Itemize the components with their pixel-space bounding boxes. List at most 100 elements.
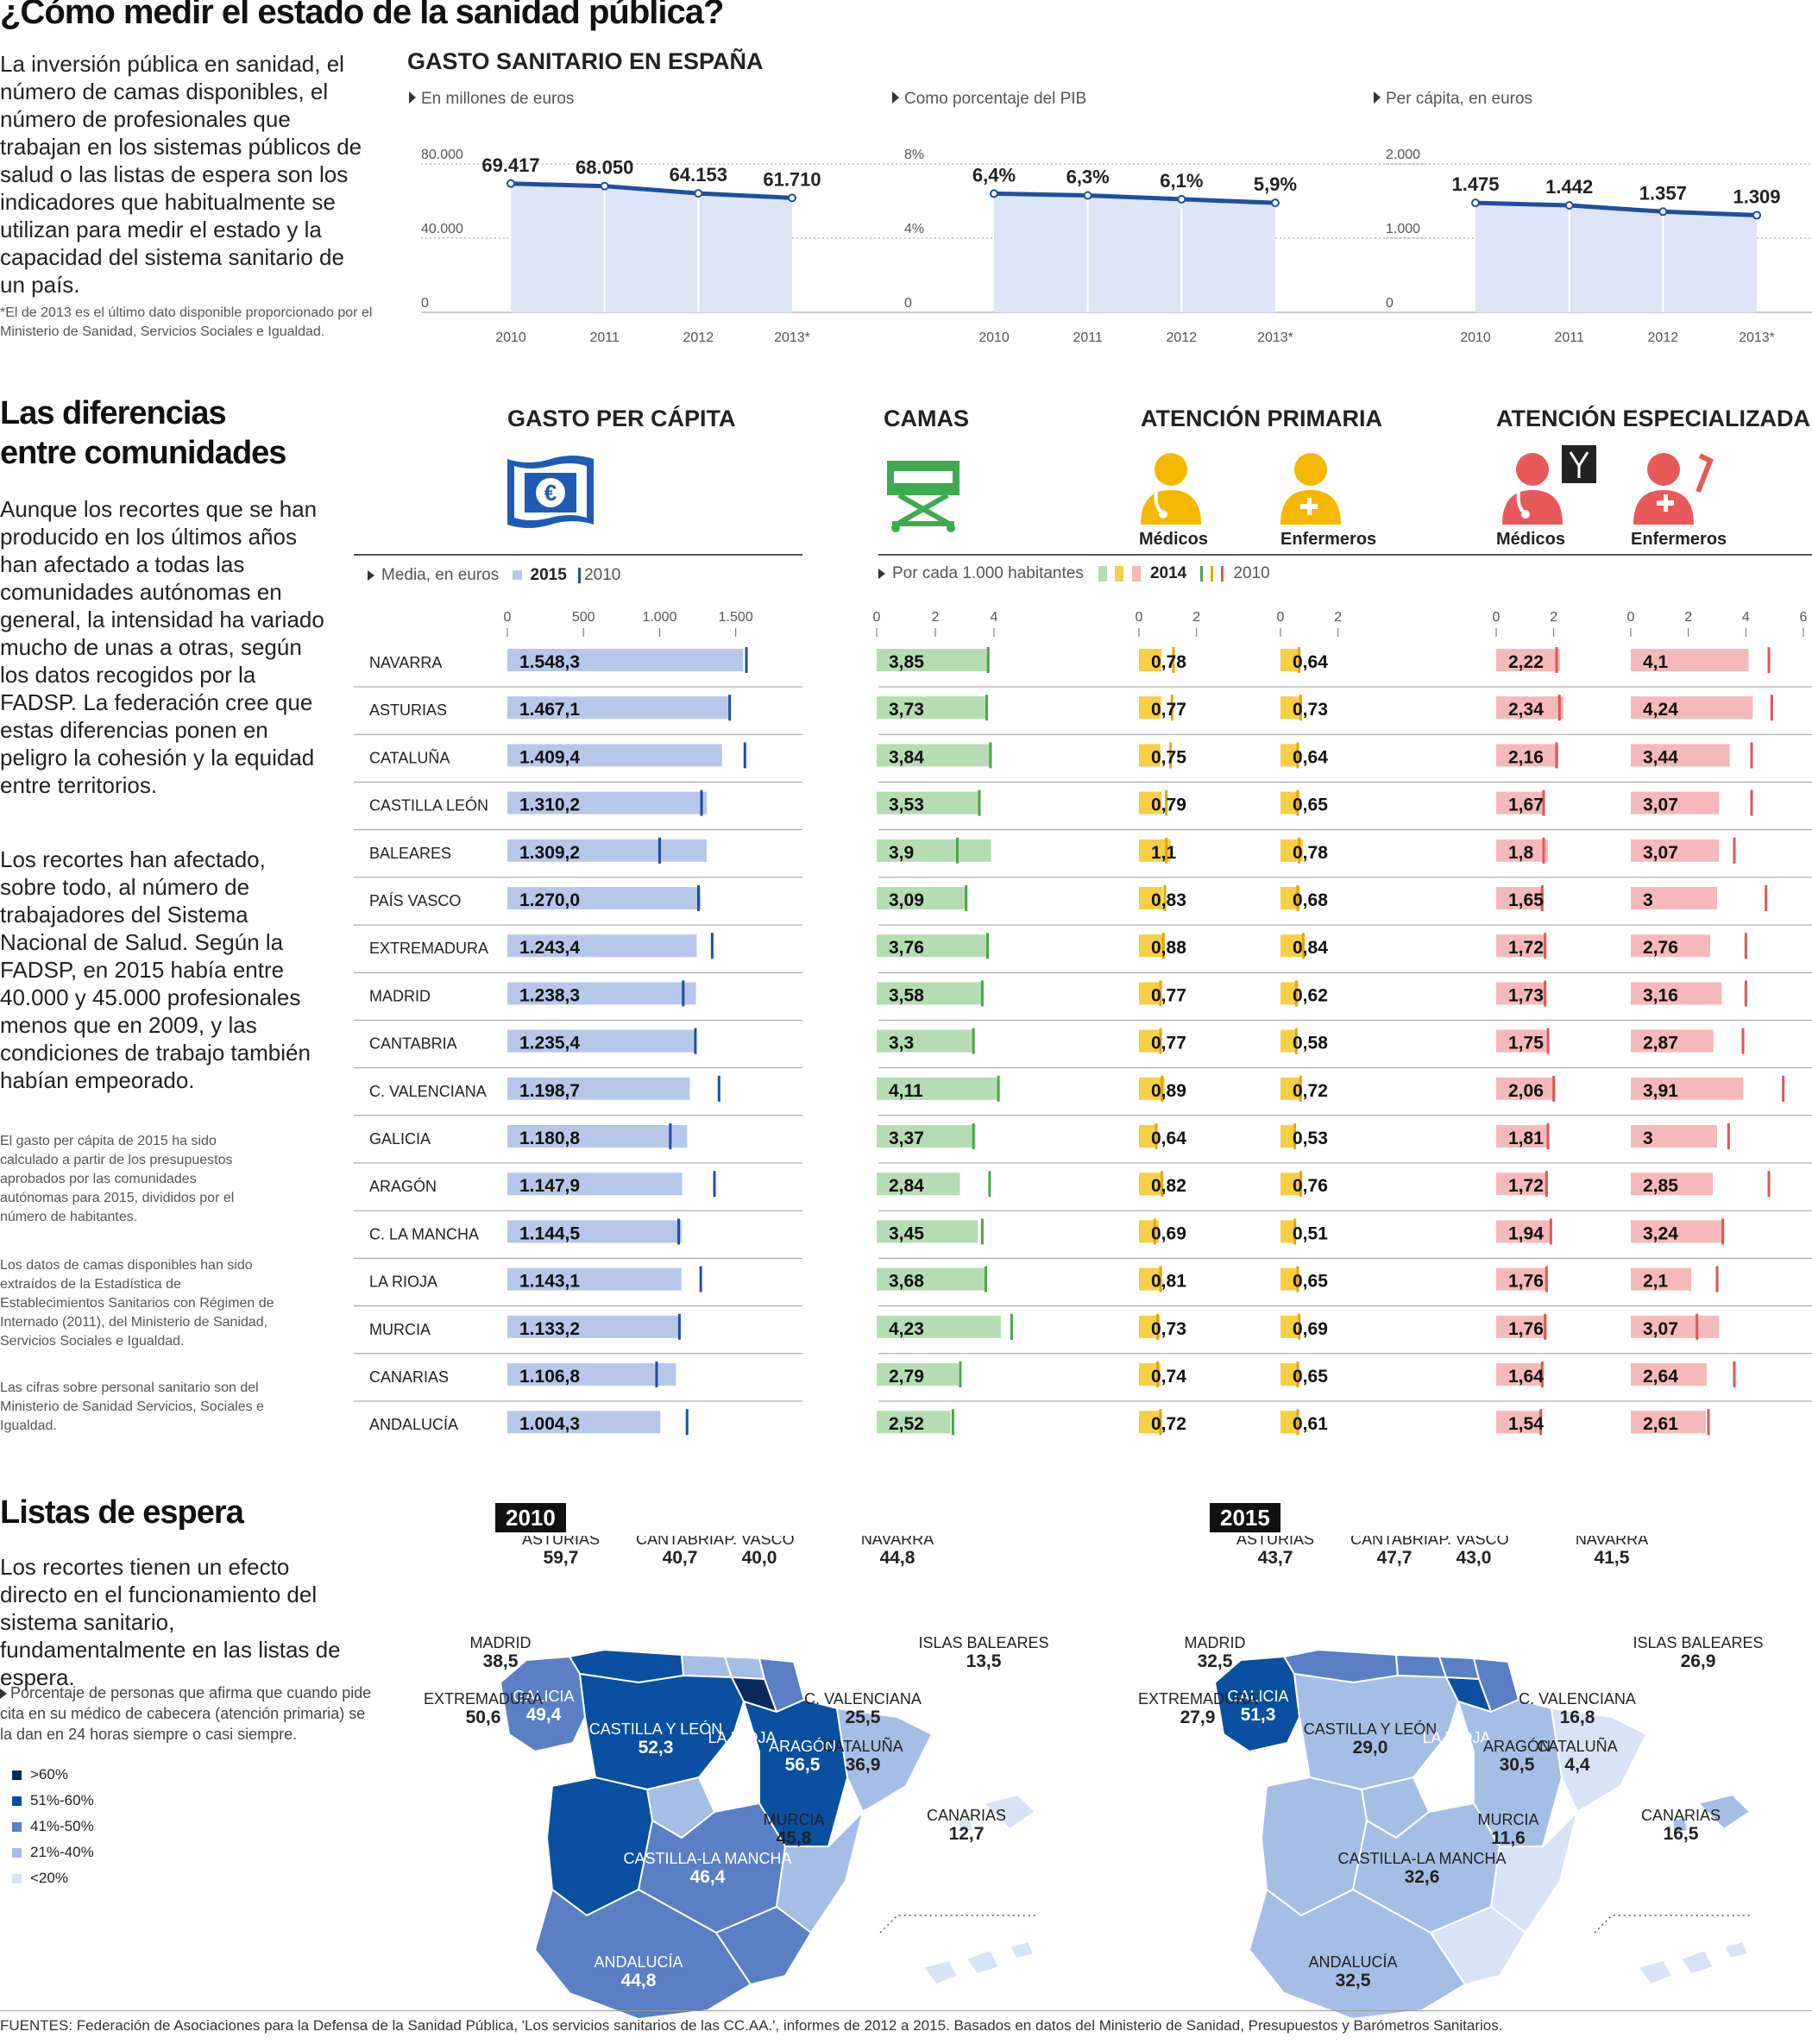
bar-2015	[507, 1125, 688, 1148]
bar-2014	[1280, 934, 1305, 958]
area-fill	[511, 183, 792, 312]
marker-2010	[677, 1313, 681, 1340]
marker-2010	[1540, 1362, 1544, 1387]
marker-2010	[1296, 885, 1299, 911]
data-point	[1564, 200, 1574, 210]
row-label: GALICIA	[369, 1130, 431, 1148]
bar-2014	[1139, 1173, 1163, 1196]
bar-2014	[1280, 1315, 1300, 1338]
bar-value-label: 1.409,4	[519, 747, 580, 767]
section3-title: Listas de espera	[0, 1494, 244, 1531]
map-legend: >60% 51%-60% 41%-50% 21%-40% <20%	[12, 1762, 94, 1891]
region-andaluc-a	[533, 1888, 752, 2019]
bar-2014	[877, 696, 986, 720]
map-legend-item: 21%-40%	[12, 1840, 94, 1865]
marker-2010	[1744, 933, 1747, 959]
marker-2010	[1159, 1028, 1162, 1054]
bar-value-label: 0,84	[1293, 938, 1328, 958]
bar-value-label: 1.143,1	[519, 1272, 580, 1292]
bar-2014	[1631, 649, 1749, 671]
legend-swatch	[12, 1796, 22, 1807]
map-region-value: 12,7	[949, 1824, 985, 1844]
col-camas-title: CAMAS	[884, 406, 969, 431]
bar-value-label: 0,75	[1151, 747, 1186, 767]
map-region-value: 30,5	[1500, 1755, 1535, 1775]
bar-value-label: 2,1	[1643, 1272, 1669, 1292]
marker-2010	[657, 837, 661, 864]
legend-swatch	[12, 1770, 22, 1781]
bar-2014	[877, 1267, 985, 1291]
marker-2010	[696, 885, 700, 911]
data-label: 6,4%	[972, 164, 1016, 186]
bar-chart-7: 0 2 2,22 2,34 2,16 1,67 1,8 1,65 1,72 1,73 1,75 2,0…	[1493, 610, 1563, 1436]
area-chart-3: Per cápita, en euros 0 1.000 2.000 1.475 2010…	[1374, 90, 1812, 345]
map-region-value: 32,5	[1336, 1971, 1371, 1991]
subtitle-arrow-icon	[1374, 91, 1381, 104]
bar-2014	[1139, 1267, 1162, 1291]
ap-medicos-label: Médicos	[1139, 530, 1209, 549]
bar-2015	[507, 887, 702, 909]
bar-2014	[877, 1125, 976, 1148]
region-cantabria	[680, 1653, 733, 1679]
bar-value-label: 3,84	[889, 747, 924, 767]
map-region-value: 11,6	[1491, 1828, 1526, 1848]
marker-2010	[677, 1218, 681, 1245]
marker-2010	[1153, 1218, 1156, 1245]
bar-2014	[877, 744, 990, 767]
bar-2014	[877, 1077, 997, 1100]
bar-value-label: 0,76	[1293, 1176, 1328, 1196]
bar-value-label: 2,85	[1643, 1176, 1678, 1196]
bar-value-label: 0,62	[1293, 985, 1328, 1005]
x-tick-label: 2012	[1167, 330, 1198, 345]
bar-value-label: 0,53	[1293, 1129, 1328, 1148]
bar-value-label: 1,76	[1508, 1319, 1544, 1339]
bar-value-label: 3	[1643, 890, 1653, 910]
bar-value-label: 3,91	[1643, 1081, 1678, 1101]
x-tick-label: 2	[1550, 610, 1557, 625]
bar-value-label: 0,77	[1151, 700, 1186, 720]
x-tick-label: 0	[1493, 610, 1501, 625]
data-label: 5,9%	[1254, 173, 1297, 195]
bar-value-label: 2,52	[889, 1414, 924, 1434]
map-region-value: 26,9	[1681, 1651, 1716, 1671]
legend-label: <20%	[30, 1870, 68, 1886]
bar-value-label: 2,87	[1643, 1034, 1678, 1053]
data-label: 1.475	[1451, 173, 1499, 195]
region-canarias	[922, 1940, 1035, 1986]
bar-value-label: 1.309,2	[519, 843, 580, 863]
marker-2010	[1750, 742, 1753, 769]
bar-value-label: 0,72	[1151, 1414, 1186, 1434]
marker-2010	[655, 1362, 658, 1387]
marker-2010	[980, 1218, 984, 1245]
bar-value-label: 3,44	[1643, 747, 1678, 767]
bar-value-label: 0,78	[1151, 652, 1186, 672]
map-region-label: CASTILLA-LA MANCHA	[1337, 1850, 1506, 1867]
map-region-value: 64,4	[725, 1746, 760, 1766]
region-andaluc-a	[1248, 1888, 1467, 2019]
bar-value-label: 4,11	[889, 1081, 923, 1101]
bar-value-label: 3	[1643, 1129, 1653, 1148]
map-region-value: 44,8	[621, 1971, 657, 1991]
x-tick-label: 0	[1277, 610, 1285, 625]
bar-2014	[1496, 696, 1563, 720]
bar-2014	[1496, 1173, 1546, 1196]
data-point	[1471, 198, 1480, 208]
legend-label: 21%-40%	[30, 1844, 94, 1860]
map-region-label: CASTILLA Y LEÓN	[589, 1720, 722, 1738]
y-tick-label: 1.000	[1386, 222, 1420, 236]
legend-label: >60%	[30, 1766, 68, 1783]
bar-value-label: 2,79	[889, 1367, 924, 1387]
bar-2014	[1631, 1125, 1717, 1148]
marker-2010	[1767, 1171, 1771, 1198]
map-legend-item: 41%-50%	[12, 1814, 94, 1840]
marker-2010	[1155, 1123, 1158, 1149]
bar-2014	[877, 934, 987, 958]
year-2010-badge: 2010	[495, 1503, 566, 1532]
map-region-label: GALICIA	[1227, 1688, 1288, 1705]
bar-2014	[1496, 982, 1546, 1005]
marker-2010	[713, 1171, 716, 1198]
bar-value-label: 1,65	[1508, 890, 1544, 910]
bar-value-label: 1.235,4	[519, 1034, 580, 1053]
bar-2014	[1631, 744, 1730, 767]
map-region-value: 25,5	[846, 1708, 881, 1727]
